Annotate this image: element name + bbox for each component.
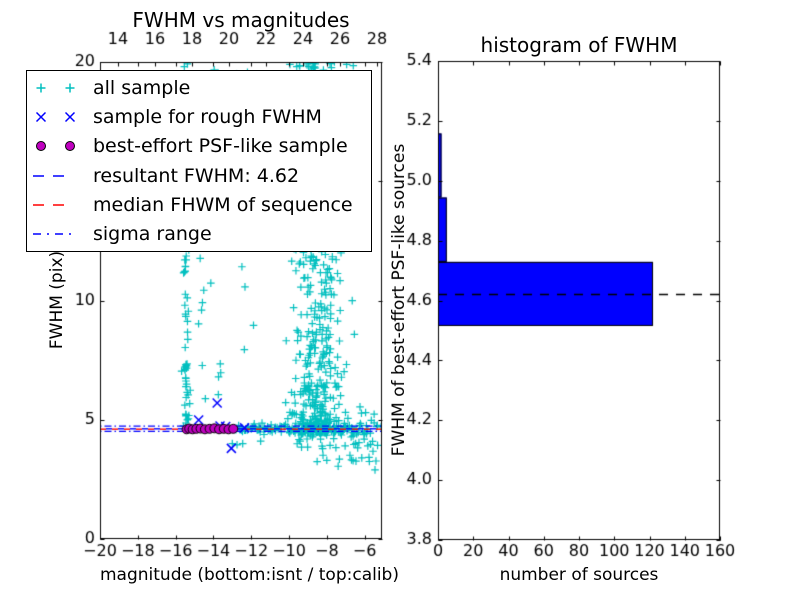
right-plot-title: histogram of FWHM	[480, 33, 678, 57]
plus-marker-icon	[36, 83, 75, 93]
legend-item-psf-sample: best-effort PSF-like sample	[27, 132, 371, 160]
legend-item-median-fwhm: median FHWM of sequence	[27, 191, 371, 219]
legend-label: resultant FWHM: 4.62	[93, 164, 300, 187]
blue-dashdot-line-icon	[33, 233, 71, 235]
red-dashed-line-icon	[33, 204, 71, 206]
legend-label: sample for rough FWHM	[93, 105, 322, 128]
x-marker-icon	[35, 111, 76, 123]
left-plot-xlabel: magnitude (bottom:isnt / top:calib)	[100, 565, 399, 585]
blue-dashed-line-icon	[33, 174, 71, 177]
left-plot-title: FWHM vs magnitudes	[132, 8, 350, 32]
right-plot-ylabel: FWHM of best-effort PSF-like sources	[389, 143, 409, 457]
legend-box: all sample sample for rough FWHM best-ef…	[26, 70, 372, 252]
legend-label: all sample	[93, 76, 191, 99]
legend-item-all-sample: all sample	[27, 74, 371, 102]
legend-item-resultant-fwhm: resultant FWHM: 4.62	[27, 162, 371, 190]
legend-label: median FHWM of sequence	[93, 193, 353, 216]
right-plot-xlabel: number of sources	[499, 565, 659, 585]
circle-marker-icon	[36, 141, 75, 152]
legend-item-sigma-range: sigma range	[27, 220, 371, 248]
legend-label: best-effort PSF-like sample	[93, 135, 348, 158]
left-plot-ylabel: FWHM (pix)	[47, 250, 67, 350]
legend-label: sigma range	[93, 223, 212, 246]
legend-item-rough-fwhm-sample: sample for rough FWHM	[27, 103, 371, 131]
